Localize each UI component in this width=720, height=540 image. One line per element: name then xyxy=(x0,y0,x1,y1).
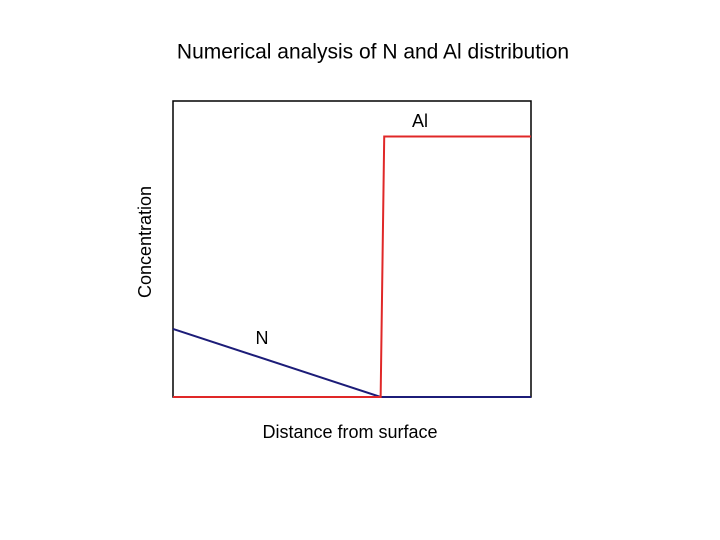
y-axis-label: Concentration xyxy=(135,186,155,298)
series-label: Al xyxy=(412,111,428,131)
series-label: N xyxy=(256,328,269,348)
data-line xyxy=(173,135,531,398)
data-line xyxy=(172,327,531,398)
chart-title: Numerical analysis of N and Al distribut… xyxy=(177,41,569,64)
x-axis-label: Distance from surface xyxy=(262,422,437,442)
plot-frame xyxy=(172,100,532,398)
